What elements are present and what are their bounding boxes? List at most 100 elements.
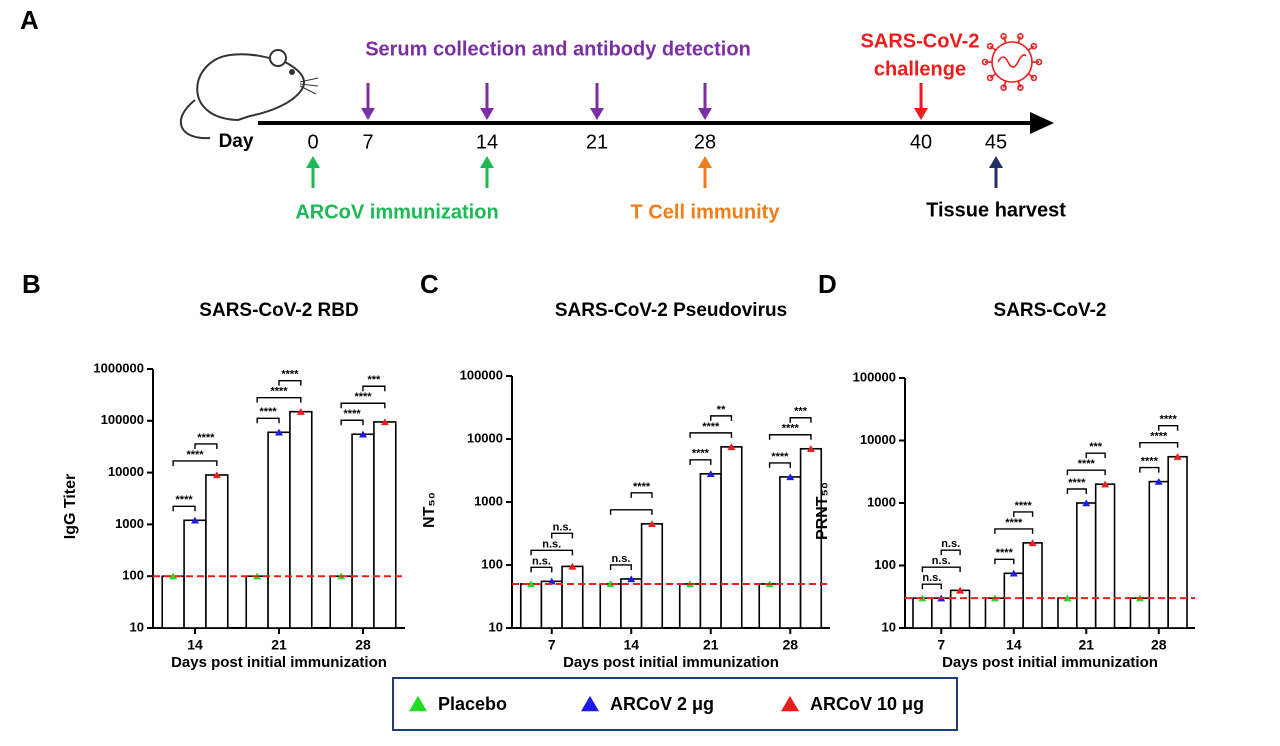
x-tick-label: 14: [1006, 637, 1022, 653]
y-tick-label: 1000000: [93, 360, 144, 375]
bar: [699, 473, 722, 629]
y-axis-label: NT₅₀: [421, 492, 438, 528]
significance-label: n.s.: [542, 538, 561, 550]
x-tick-label: 7: [937, 637, 945, 653]
significance-label: ****: [1015, 500, 1033, 512]
significance-label: **: [717, 404, 726, 416]
bar: [267, 431, 291, 629]
mean-marker: [1101, 480, 1110, 488]
mean-marker: [806, 445, 815, 452]
day-number: 14: [476, 131, 498, 153]
bar: [1167, 455, 1188, 629]
day-number: 0: [307, 131, 318, 153]
significance-bracket: [994, 558, 1015, 565]
panel-label: D: [818, 269, 837, 299]
bar: [931, 597, 952, 629]
bar: [984, 597, 1006, 629]
significance-label: n.s.: [611, 553, 630, 565]
significance-bracket: [172, 460, 218, 466]
significance-bracket: [340, 419, 364, 426]
significance-bracket: [994, 528, 1034, 534]
legend-swatch: [409, 695, 427, 712]
mean-marker: [380, 418, 389, 426]
event-arrowhead: [698, 156, 712, 168]
mean-marker: [706, 470, 715, 478]
x-axis-label: Days post initial immunization: [171, 654, 387, 671]
bar: [1148, 480, 1169, 629]
significance-bracket: [768, 434, 812, 440]
mean-marker: [1154, 477, 1163, 485]
y-tick-label: 100000: [460, 367, 503, 382]
significance-bracket: [689, 459, 712, 465]
virus-spike: [1017, 36, 1022, 44]
y-tick-label: 100: [481, 556, 503, 571]
virus-spike-tip: [1035, 58, 1043, 66]
x-tick-label: 21: [703, 637, 719, 653]
y-tick-label: 10000: [467, 430, 503, 445]
challenge-label: SARS-CoV-2: [861, 30, 980, 52]
bar: [949, 589, 971, 629]
mean-marker: [275, 428, 283, 436]
mean-marker: [1028, 539, 1037, 547]
bar: [205, 474, 229, 629]
virus-spike-tip: [1000, 84, 1007, 91]
virus-spike: [1002, 80, 1007, 88]
bar: [720, 446, 743, 629]
bar: [161, 575, 185, 629]
significance-label: ****: [1005, 517, 1023, 529]
x-tick-label: 28: [355, 637, 371, 653]
x-axis-label: Days post initial immunization: [942, 654, 1158, 671]
event-arrowhead: [480, 108, 494, 120]
significance-bracket: [921, 583, 942, 590]
event-arrowhead: [480, 156, 494, 168]
virus-spike-tip: [1030, 42, 1038, 50]
y-tick-label: 10000: [108, 464, 144, 479]
significance-label: ****: [344, 408, 362, 420]
significance-label: ****: [186, 449, 204, 461]
chart-title: SARS-CoV-2: [994, 300, 1107, 321]
significance-bracket: [340, 402, 386, 409]
significance-label: n.s.: [941, 538, 960, 550]
significance-label: ****: [782, 423, 800, 435]
significance-bracket: [530, 566, 553, 573]
significance-bracket: [256, 396, 302, 403]
significance-bracket: [1139, 442, 1179, 448]
significance-label: ****: [176, 494, 194, 506]
bar: [289, 410, 313, 629]
significance-label: ****: [692, 448, 710, 460]
y-tick-label: 100000: [853, 369, 896, 384]
bar: [640, 523, 664, 629]
x-tick-label: 28: [1151, 637, 1167, 653]
legend-swatch: [781, 695, 799, 712]
y-tick-label: 100000: [101, 412, 144, 427]
mean-marker: [956, 586, 965, 594]
x-axis-label: Days post initial immunization: [563, 654, 779, 671]
mean-marker: [1009, 569, 1018, 577]
event-arrowhead: [590, 108, 604, 120]
significance-bracket: [940, 549, 961, 556]
significance-label: n.s.: [532, 555, 551, 567]
y-tick-label: 100: [122, 568, 144, 583]
y-tick-label: 1000: [474, 493, 503, 508]
significance-bracket: [1066, 488, 1087, 494]
significance-bracket: [256, 417, 280, 424]
significance-label: ****: [281, 369, 299, 381]
y-axis-label: IgG Titer: [62, 474, 79, 540]
mean-marker: [727, 443, 736, 451]
legend-swatch: [581, 695, 599, 712]
timeline-arrowhead: [1030, 112, 1054, 134]
panel-label: B: [22, 269, 41, 299]
chart-title: SARS-CoV-2 Pseudovirus: [555, 300, 787, 321]
virus-spike: [1017, 80, 1022, 88]
significance-label: ***: [794, 406, 808, 418]
y-tick-label: 10: [489, 619, 503, 634]
day-number: 28: [694, 131, 716, 153]
significance-bracket: [1085, 452, 1106, 459]
mean-marker: [169, 572, 178, 580]
mean-marker: [1173, 453, 1182, 460]
bar: [599, 583, 622, 629]
mean-marker: [1063, 594, 1072, 602]
legend-label: Placebo: [438, 694, 507, 714]
x-tick-label: 28: [782, 637, 798, 653]
